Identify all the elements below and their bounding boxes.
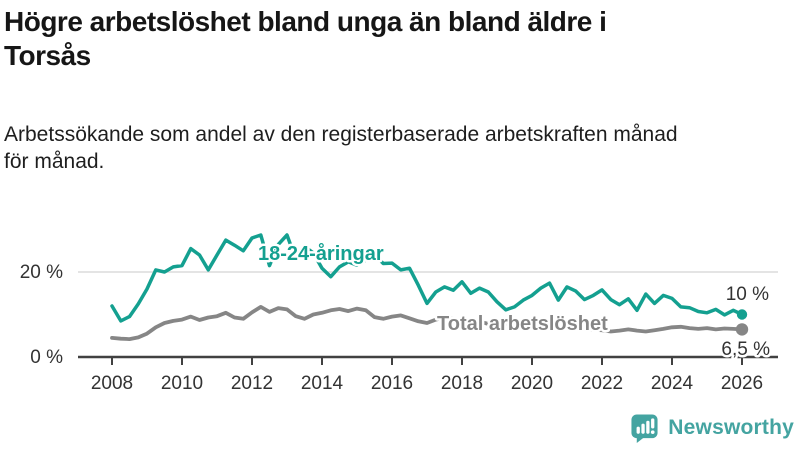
title-line-2: Torsås [4, 40, 91, 71]
newsworthy-logo-icon [631, 413, 658, 443]
x-tick-label: 2024 [651, 373, 694, 394]
subtitle-line-1: Arbetssökande som andel av den registerb… [4, 123, 678, 146]
series-end-dot-1 [735, 323, 749, 336]
x-tick-label: 2010 [161, 373, 203, 394]
x-tick-label: 2026 [721, 373, 763, 394]
series-end-dot-0 [736, 309, 748, 320]
title-line-1: Högre arbetslöshet bland unga än bland ä… [4, 6, 607, 37]
end-value-label-youth: 10 % [726, 284, 769, 305]
x-tick-label: 2016 [371, 373, 413, 394]
series-line-1 [110, 304, 744, 342]
y-tick-label-0: 0 % [30, 347, 63, 368]
subtitle-line-2: för månad. [4, 150, 105, 173]
x-tick-label: 2008 [91, 373, 133, 394]
series-line-0 [110, 233, 744, 323]
x-tick-label: 2012 [231, 373, 273, 394]
series-label-youth: 18-24-åringar [258, 242, 384, 265]
series-label-total: Total arbetslöshet [437, 313, 608, 335]
newsworthy-logo[interactable]: Newsworthy [630, 413, 794, 443]
end-value-label-total: 6,5 % [721, 339, 770, 360]
page-title: Högre arbetslöshet bland unga än bland ä… [4, 5, 796, 73]
x-tick-label: 2018 [441, 373, 483, 394]
x-tick-label: 2014 [301, 373, 344, 394]
x-tick-label: 2020 [511, 373, 553, 394]
y-tick-label-20: 20 % [20, 262, 63, 283]
series-lines [110, 233, 749, 342]
x-axis-ticks [111, 357, 743, 365]
x-tick-label: 2022 [581, 373, 623, 394]
chart-subtitle: Arbetssökande som andel av den registerb… [4, 121, 796, 175]
newsworthy-logo-text: Newsworthy [668, 416, 794, 439]
x-axis-labels: 2008 2010 2012 2014 2016 2018 2020 2022 2024 2026 [91, 373, 763, 394]
